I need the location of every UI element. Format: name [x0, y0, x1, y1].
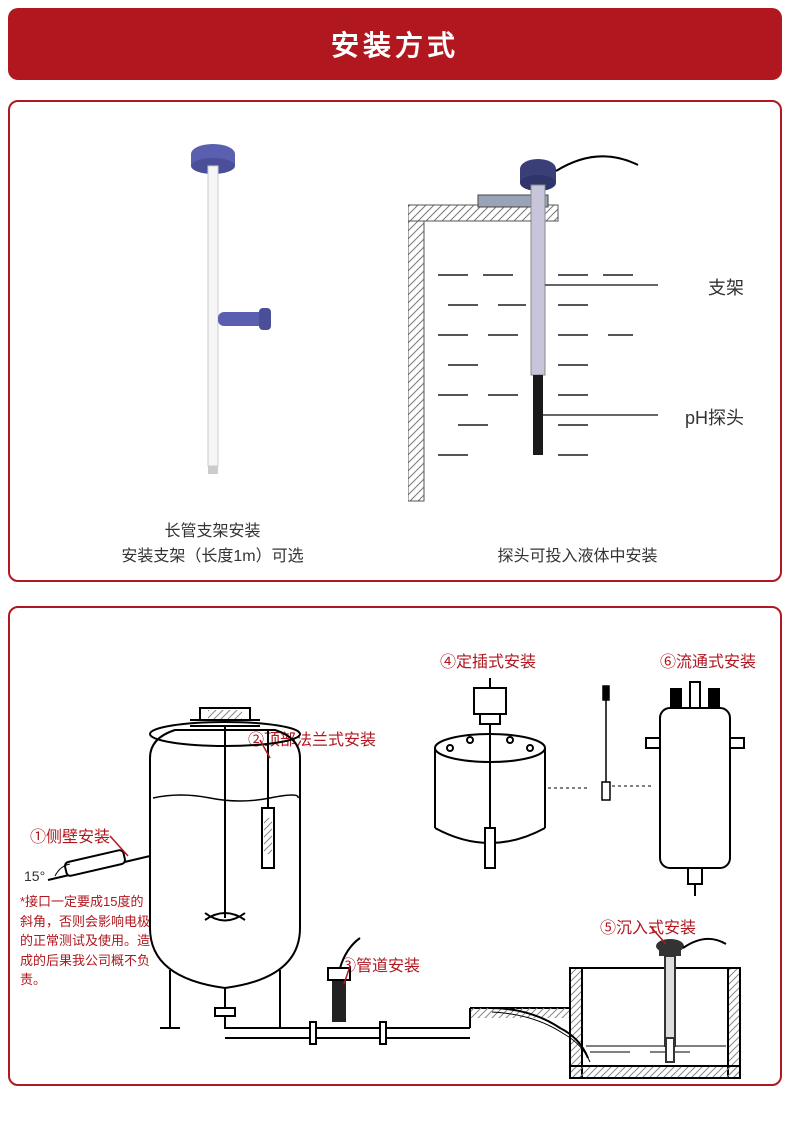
- label-bracket: 支架: [708, 274, 744, 300]
- long-pipe-bracket-illustration: [30, 122, 395, 503]
- right-column: 支架 pH探头 探头可投入液体中安装: [395, 122, 760, 570]
- panel-installation-bracket: 长管支架安装 安装支架（长度1m）可选: [8, 100, 782, 582]
- methods-diagram: [10, 608, 780, 1084]
- left-caption: 长管支架安装 安装支架（长度1m）可选: [121, 519, 303, 570]
- left-caption-line1: 长管支架安装: [121, 519, 303, 545]
- left-caption-line2: 安装支架（长度1m）可选: [121, 544, 303, 570]
- left-column: 长管支架安装 安装支架（长度1m）可选: [30, 122, 395, 570]
- right-caption: 探头可投入液体中安装: [497, 544, 657, 570]
- label-ph-probe: pH探头: [685, 404, 744, 430]
- header-title: 安装方式: [331, 30, 459, 61]
- immersion-illustration: [395, 122, 760, 528]
- panel-installation-methods: ①侧壁安装 ②顶部法兰式安装 ③管道安装 ④定插式安装 ⑤沉入式安装 ⑥流通式安…: [8, 606, 782, 1086]
- header-banner: 安装方式: [8, 8, 782, 80]
